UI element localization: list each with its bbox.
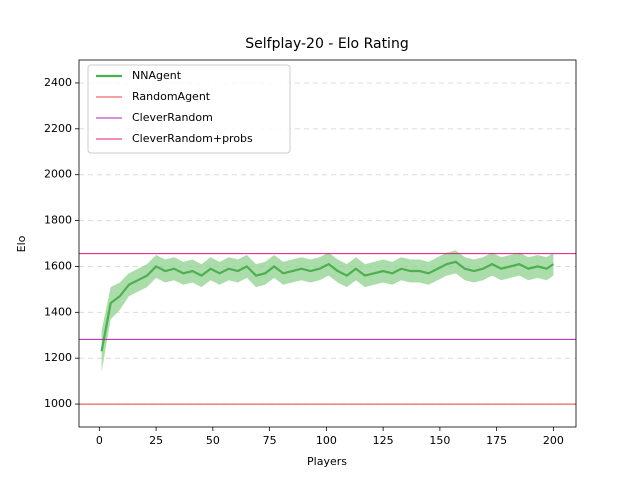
- legend-label: RandomAgent: [132, 90, 211, 103]
- legend: NNAgent RandomAgent CleverRandom CleverRand…: [87, 64, 291, 154]
- x-tick-label: 25: [149, 434, 163, 447]
- x-tick-label: 150: [429, 434, 450, 447]
- x-tick-label: 50: [206, 434, 220, 447]
- y-tick-label: 1200: [44, 351, 72, 364]
- y-axis-label: Elo: [15, 235, 28, 252]
- legend-label: CleverRandom+probs: [132, 132, 253, 145]
- x-tick-label: 200: [543, 434, 564, 447]
- x-tick-label: 75: [263, 434, 277, 447]
- x-axis-label: Players: [307, 455, 347, 468]
- legend-frame: [87, 64, 291, 154]
- y-tick-label: 2000: [44, 168, 72, 181]
- x-tick-label: 100: [316, 434, 337, 447]
- plot-frame: [78, 59, 577, 428]
- chart-title: Selfplay-20 - Elo Rating: [245, 36, 408, 52]
- y-tick-label: 1800: [44, 214, 72, 227]
- x-tick-label: 125: [373, 434, 394, 447]
- y-tick-label: 1600: [44, 259, 72, 272]
- legend-label: CleverRandom: [132, 111, 213, 124]
- x-tick-label: 175: [486, 434, 507, 447]
- y-tick-label: 1000: [44, 397, 72, 410]
- y-tick-label: 2200: [44, 122, 72, 135]
- legend-label: NNAgent: [132, 69, 182, 82]
- series-line: [100, 260, 555, 352]
- confidence-band: [101, 250, 554, 372]
- y-tick-label: 2400: [44, 76, 72, 89]
- x-tick-label: 0: [96, 434, 103, 447]
- y-tick-label: 1400: [44, 305, 72, 318]
